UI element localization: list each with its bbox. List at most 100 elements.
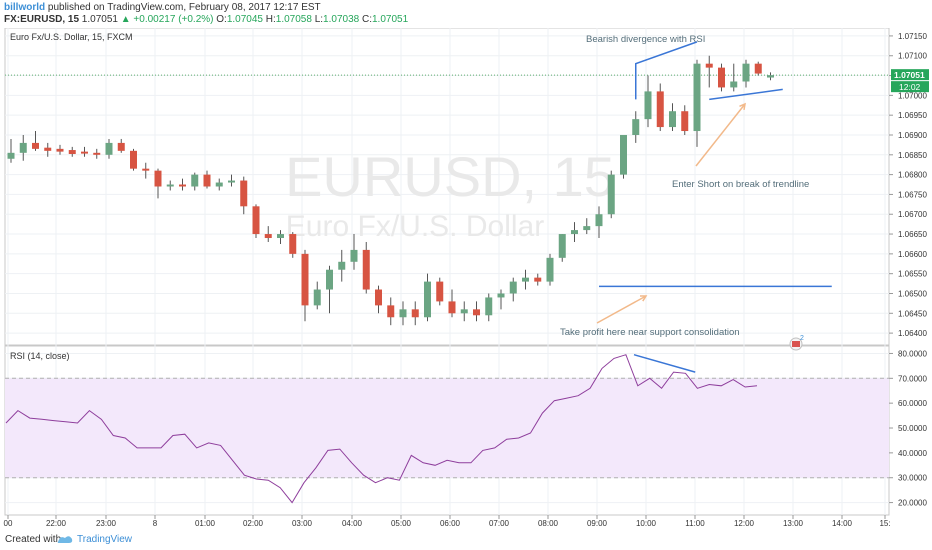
candle-body bbox=[117, 142, 125, 151]
time-tick-label: 00 bbox=[4, 519, 13, 528]
candle-body bbox=[583, 226, 591, 231]
price-tick-label: 1.06750 bbox=[898, 190, 927, 199]
price-tick-label: 1.06800 bbox=[898, 171, 927, 180]
time-tick-label: 15: bbox=[879, 519, 890, 528]
candle-body bbox=[240, 180, 248, 207]
countdown-badge: 12:02 bbox=[891, 81, 929, 93]
chart-area[interactable]: EURUSD, 15 Euro Fx/U.S. Dollar Euro Fx/U… bbox=[0, 28, 932, 530]
candle-body bbox=[215, 182, 223, 187]
time-tick-label: 02:00 bbox=[243, 519, 264, 528]
candle-body bbox=[7, 152, 15, 159]
price-tick-label: 1.06950 bbox=[898, 111, 927, 120]
candle-body bbox=[424, 281, 431, 318]
candle-body bbox=[693, 63, 701, 132]
tradingview-logo-icon bbox=[56, 533, 74, 548]
last-price-text: 1.07051 bbox=[894, 70, 925, 80]
alert-icon[interactable]: 2 bbox=[789, 335, 804, 351]
price-tick-label: 1.06500 bbox=[898, 289, 927, 298]
change-up-icon: ▲ bbox=[120, 14, 131, 25]
candle-body bbox=[681, 111, 689, 132]
high-label: H: bbox=[265, 14, 276, 25]
candle-body bbox=[203, 174, 211, 187]
candle-body bbox=[558, 234, 566, 258]
candle-body bbox=[595, 214, 603, 227]
entry-arrow-head bbox=[739, 102, 746, 111]
price-tick-label: 1.06850 bbox=[898, 151, 927, 160]
time-tick-label: 06:00 bbox=[440, 519, 461, 528]
price-change: +0.00217 (+0.2%) bbox=[133, 14, 214, 25]
candle-body bbox=[93, 152, 101, 155]
candle-body bbox=[705, 63, 713, 68]
candle-body bbox=[718, 67, 725, 88]
candle-body bbox=[399, 309, 407, 318]
candle-body bbox=[460, 309, 468, 314]
time-tick-label: 23:00 bbox=[96, 519, 117, 528]
candle-body bbox=[742, 63, 750, 82]
time-tick-label: 11:00 bbox=[685, 519, 705, 528]
price-tick-label: 1.06400 bbox=[898, 329, 927, 338]
rsi-tick-label: 70.0000 bbox=[898, 374, 927, 383]
candle-body bbox=[338, 261, 346, 270]
open-value: 1.07045 bbox=[226, 14, 263, 25]
watermark-symbol: EURUSD, 15 bbox=[285, 145, 615, 208]
rsi-title: RSI (14, close) bbox=[10, 351, 70, 361]
chart-title: Euro Fx/U.S. Dollar, 15, FXCM bbox=[10, 32, 133, 42]
close-value: 1.07051 bbox=[371, 14, 409, 25]
price-tick-label: 1.06650 bbox=[898, 230, 927, 239]
candle-body bbox=[252, 206, 260, 235]
candle-body bbox=[571, 230, 578, 235]
candle-body bbox=[191, 174, 199, 187]
price-tick-label: 1.07100 bbox=[898, 52, 927, 61]
candle-body bbox=[264, 234, 272, 239]
candle-body bbox=[473, 309, 480, 316]
candle-body bbox=[326, 269, 333, 290]
tradingview-link[interactable]: TradingView bbox=[77, 534, 133, 545]
candle-body bbox=[228, 180, 235, 183]
candle-body bbox=[607, 174, 615, 215]
price-pane bbox=[4, 28, 890, 346]
candle-body bbox=[179, 184, 186, 187]
open-label: O: bbox=[216, 14, 227, 25]
rsi-divergence-line bbox=[633, 353, 696, 373]
rsi-line bbox=[5, 354, 758, 504]
candle-body bbox=[485, 297, 493, 316]
price-tick-label: 1.06550 bbox=[898, 270, 927, 279]
candle-body bbox=[509, 281, 517, 294]
time-tick-label: 8 bbox=[153, 519, 158, 528]
candle-body bbox=[754, 63, 762, 74]
rsi-tick-label: 40.0000 bbox=[898, 449, 927, 458]
rsi-tick-label: 60.0000 bbox=[898, 399, 927, 408]
price-tick-label: 1.06700 bbox=[898, 210, 927, 219]
low-value: 1.07038 bbox=[323, 14, 360, 25]
candle-body bbox=[448, 301, 456, 314]
candle-body bbox=[142, 168, 150, 171]
rsi-band bbox=[5, 378, 889, 478]
publish-line: billworld published on TradingView.com, … bbox=[4, 2, 321, 13]
footer: Created with TradingView bbox=[0, 530, 932, 550]
rsi-tick-label: 50.0000 bbox=[898, 424, 927, 433]
candle-body bbox=[411, 309, 419, 318]
candle-body bbox=[534, 277, 542, 282]
candle-body bbox=[154, 170, 162, 187]
time-tick-label: 09:00 bbox=[587, 519, 608, 528]
symbol-label: FX:EURUSD, 15 bbox=[4, 14, 80, 25]
price-tick-label: 1.06600 bbox=[898, 250, 927, 259]
candle-body bbox=[130, 150, 137, 169]
candle-body bbox=[730, 81, 738, 88]
time-tick-label: 05:00 bbox=[391, 519, 412, 528]
entry-trendline bbox=[709, 88, 783, 101]
author-link[interactable]: billworld bbox=[4, 2, 46, 13]
candle-body bbox=[656, 91, 664, 128]
candle-body bbox=[546, 257, 554, 282]
candle-body bbox=[362, 249, 370, 290]
time-tick-label: 04:00 bbox=[342, 519, 363, 528]
time-tick-label: 03:00 bbox=[292, 519, 313, 528]
entry-arrow bbox=[695, 103, 746, 167]
annotation-divergence: Bearish divergence with RSI bbox=[586, 34, 705, 45]
time-tick-label: 22:00 bbox=[46, 519, 67, 528]
close-label: C: bbox=[361, 14, 372, 25]
high-value: 1.07058 bbox=[275, 14, 312, 25]
time-tick-label: 13:00 bbox=[783, 519, 804, 528]
candle-body bbox=[497, 293, 505, 298]
take-profit-arrow bbox=[596, 295, 647, 324]
